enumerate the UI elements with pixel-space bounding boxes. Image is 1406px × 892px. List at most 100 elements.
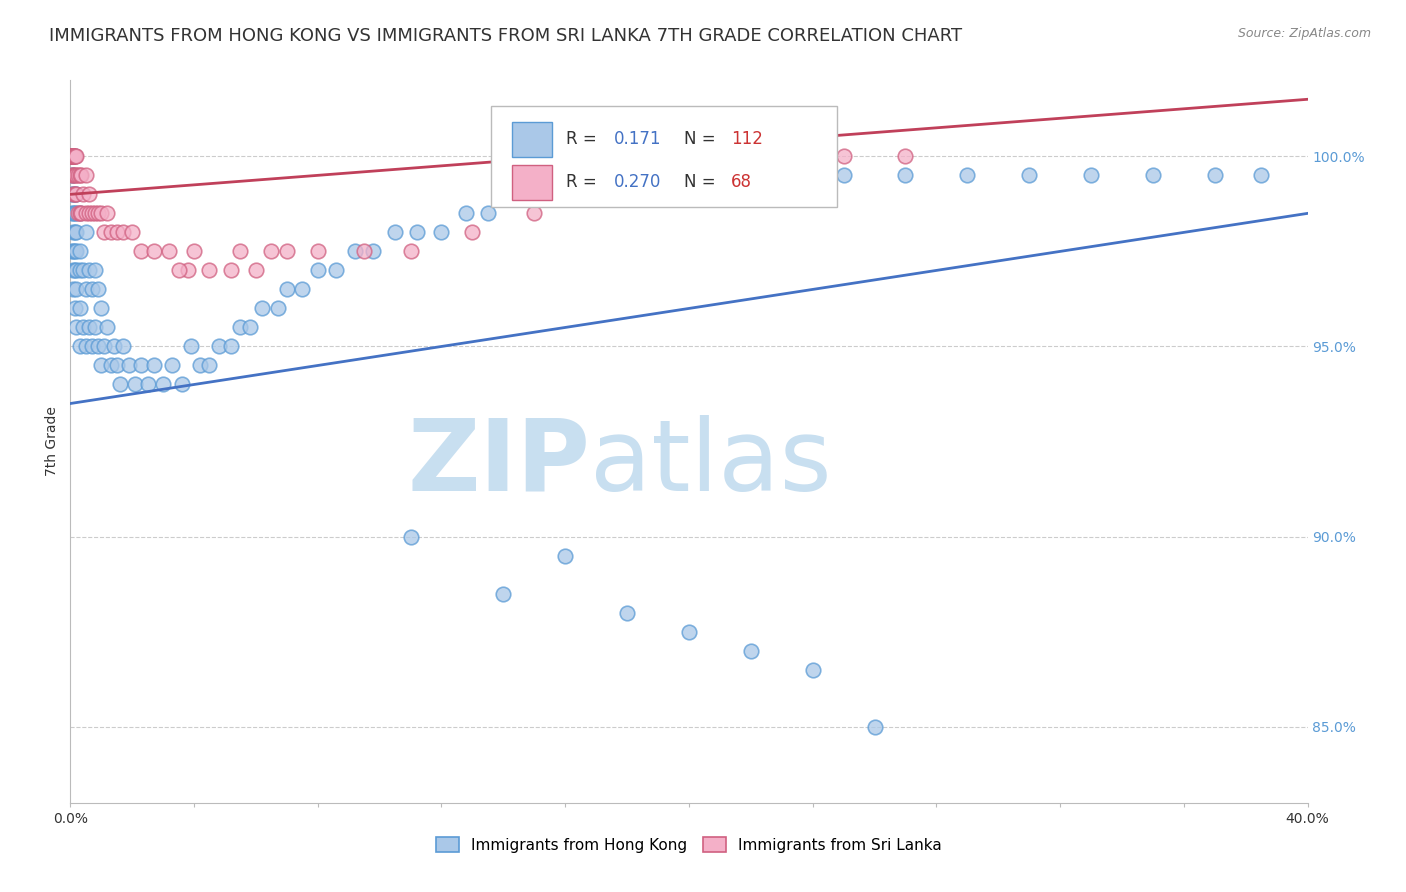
Point [60,149,83,163]
Point [96,206,118,220]
Point [96,320,118,334]
Point [77,187,100,202]
Point [105,359,128,373]
Point [63,187,86,202]
Point [63,149,86,163]
Point [198,263,221,277]
Point [69,263,91,277]
Point [177,263,200,277]
Point [363,244,385,259]
Point [260,244,283,259]
Point [399,530,422,544]
Point [142,244,165,259]
Point [157,244,180,259]
Point [72,187,94,202]
Point [152,377,174,392]
Point [456,206,478,220]
Point [65,282,87,296]
Point [276,244,298,259]
Point [77,263,100,277]
Point [276,282,298,296]
Point [167,263,190,277]
Point [569,187,592,202]
Point [63,226,86,240]
Point [198,359,221,373]
Point [124,377,146,392]
Point [131,359,153,373]
Point [118,359,141,373]
Point [1250,169,1272,183]
Point [65,226,87,240]
Point [245,263,267,277]
Point [62,149,84,163]
Text: IMMIGRANTS FROM HONG KONG VS IMMIGRANTS FROM SRI LANKA 7TH GRADE CORRELATION CHA: IMMIGRANTS FROM HONG KONG VS IMMIGRANTS … [49,27,962,45]
Point [63,244,86,259]
Bar [512,122,551,157]
Point [631,187,654,202]
Point [62,282,84,296]
Text: 112: 112 [731,130,763,148]
Point [600,187,623,202]
Point [69,206,91,220]
Point [65,187,87,202]
Point [62,187,84,202]
Point [538,187,561,202]
Point [62,187,84,202]
Point [60,149,83,163]
Point [63,149,86,163]
Text: ZIP: ZIP [408,415,591,512]
Point [60,149,83,163]
Point [93,339,115,353]
Point [60,149,83,163]
Point [90,206,112,220]
Point [384,226,406,240]
Point [80,282,103,296]
Point [75,206,97,220]
Text: 68: 68 [731,173,752,192]
Point [60,149,83,163]
Point [62,226,84,240]
Point [343,244,366,259]
Point [188,359,211,373]
Point [60,149,83,163]
Point [62,149,84,163]
Point [90,359,112,373]
Point [60,206,83,220]
Text: atlas: atlas [591,415,831,512]
Point [863,720,886,734]
Point [75,339,97,353]
Point [63,206,86,220]
Point [1018,169,1040,183]
Point [1080,169,1102,183]
Point [100,359,122,373]
Point [430,226,453,240]
Point [65,149,87,163]
Point [461,226,484,240]
Point [60,149,83,163]
Point [62,149,84,163]
Point [72,320,94,334]
Point [801,663,824,677]
Point [69,244,91,259]
Point [121,226,143,240]
Point [131,244,153,259]
Point [229,244,252,259]
Point [62,149,84,163]
Point [65,320,87,334]
FancyBboxPatch shape [491,105,838,207]
Point [180,339,202,353]
Point [62,149,84,163]
Point [111,339,134,353]
Point [585,187,607,202]
Point [770,169,793,183]
Point [250,301,273,316]
Point [523,206,546,220]
Point [60,169,83,183]
Text: Source: ZipAtlas.com: Source: ZipAtlas.com [1237,27,1371,40]
Point [60,149,83,163]
Text: 0.270: 0.270 [613,173,661,192]
Point [266,301,288,316]
Point [63,263,86,277]
Point [80,206,103,220]
Point [142,359,165,373]
